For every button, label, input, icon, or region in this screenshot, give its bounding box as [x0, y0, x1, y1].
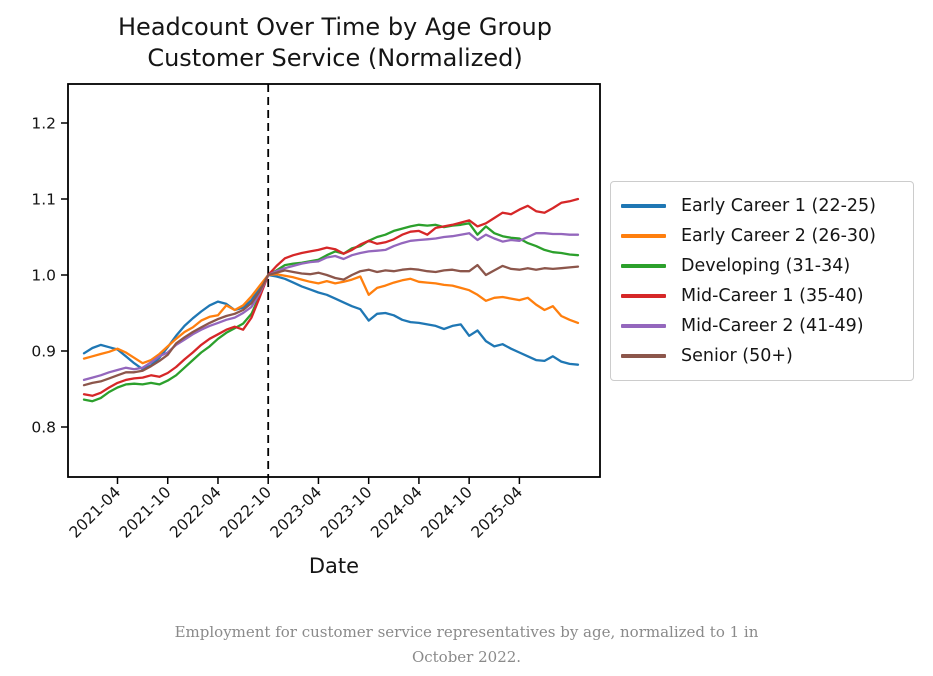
legend-line-swatch — [621, 264, 666, 268]
legend-label: Mid-Career 1 (35-40) — [681, 286, 864, 306]
series-line — [82, 263, 580, 387]
y-tick-label: 0.8 — [31, 419, 56, 437]
x-tick-label: 2023-04 — [267, 483, 326, 542]
series-line — [82, 232, 580, 382]
series-line — [82, 197, 580, 397]
plot-frame — [67, 83, 601, 478]
legend-item: Early Career 2 (26-30) — [621, 221, 901, 251]
x-tick-label: 2024-04 — [367, 483, 426, 542]
legend-item: Senior (50+) — [621, 341, 901, 371]
caption-line2: October 2022. — [411, 648, 522, 666]
legend-line-swatch — [621, 324, 666, 328]
caption-line1: Employment for customer service represen… — [174, 623, 759, 641]
legend-line-swatch — [621, 234, 666, 238]
y-tick-label: 1.2 — [31, 115, 56, 133]
x-tick-label: 2024-10 — [417, 483, 476, 542]
legend: Early Career 1 (22-25) Early Career 2 (26… — [610, 181, 914, 381]
legend-line-swatch — [621, 204, 666, 208]
x-tick-label: 2022-04 — [166, 483, 225, 542]
caption: Employment for customer service represen… — [0, 620, 933, 670]
x-axis-label: Date — [309, 554, 359, 578]
x-tick-label: 2022-10 — [217, 483, 276, 542]
x-tick-label: 2025-04 — [468, 483, 527, 542]
legend-label: Developing (31-34) — [681, 256, 851, 276]
x-tick-label: 2021-04 — [66, 483, 125, 542]
series-line — [82, 222, 580, 403]
y-tick-label: 1.1 — [31, 191, 56, 209]
chart-title: Headcount Over Time by Age Group Custome… — [0, 12, 670, 74]
y-tick-label: 0.9 — [31, 343, 56, 361]
x-tick-label: 2021-10 — [116, 483, 175, 542]
chart-canvas: 0.8 0.9 1.0 1.1 1.2 2021-042021-102022-042022… — [31, 83, 601, 578]
y-tick-label: 1.0 — [31, 267, 56, 285]
legend-item: Developing (31-34) — [621, 251, 901, 281]
legend-label: Mid-Career 2 (41-49) — [681, 316, 864, 336]
chart-title-line1: Headcount Over Time by Age Group — [118, 13, 552, 41]
legend-label: Early Career 2 (26-30) — [681, 226, 877, 246]
x-tick-label: 2023-10 — [317, 483, 376, 542]
chart-title-line2: Customer Service (Normalized) — [147, 44, 523, 72]
legend-line-swatch — [621, 294, 666, 298]
legend-item: Mid-Career 1 (35-40) — [621, 281, 901, 311]
series-line — [82, 273, 580, 365]
legend-label: Early Career 1 (22-25) — [681, 196, 877, 216]
legend-line-swatch — [621, 354, 666, 358]
legend-label: Senior (50+) — [681, 346, 793, 366]
legend-item: Mid-Career 2 (41-49) — [621, 311, 901, 341]
legend-item: Early Career 1 (22-25) — [621, 191, 901, 221]
